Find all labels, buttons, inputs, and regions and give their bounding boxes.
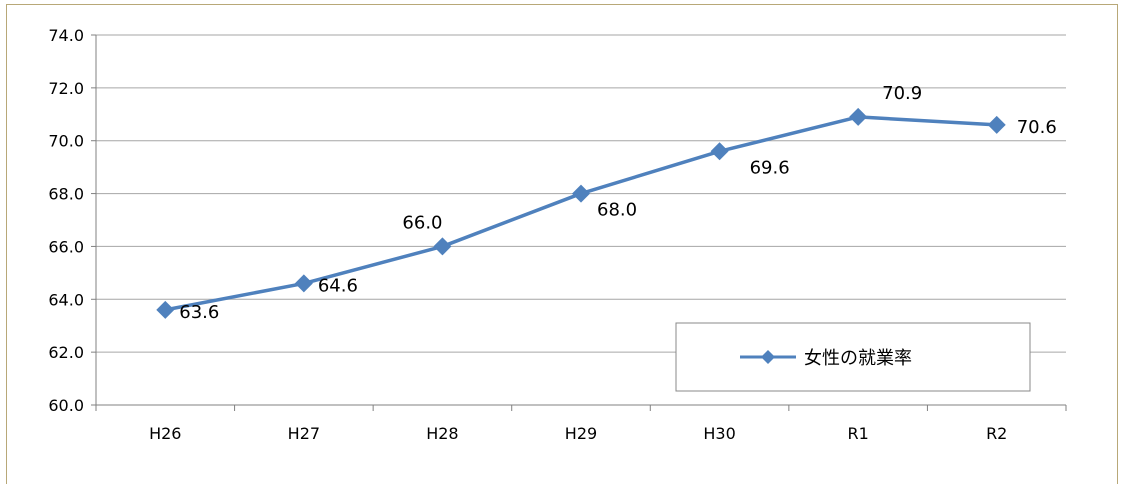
data-point [987,115,1006,134]
y-tick-label: 60.0 [48,396,84,415]
data-point [572,184,590,203]
x-tick-label: H29 [565,424,597,443]
x-tick-label: R1 [847,424,868,443]
data-point [433,237,452,256]
data-label: 66.0 [402,212,442,233]
series-points [156,107,1006,319]
legend-box [675,322,1031,392]
data-label: 64.6 [318,275,358,296]
data-label: 70.6 [1017,117,1057,138]
x-tick-label: H26 [149,424,181,443]
data-label: 68.0 [597,200,637,221]
legend-marker [761,350,775,364]
y-tick-label: 64.0 [48,290,84,309]
y-tick-label: 68.0 [48,185,84,204]
data-label: 70.9 [882,83,922,104]
series-line-path [164,115,997,312]
chart-frame [6,4,1118,484]
data-point [156,300,175,319]
y-tick-label: 62.0 [48,343,84,362]
data-labels: 63.6 64.6 66.0 68.0 69.6 70.9 70.6 [179,83,1057,323]
y-tick-labels: 60.0 62.0 64.0 66.0 68.0 70.0 72.0 74.0 [48,26,84,415]
x-tick-label: H28 [426,424,458,443]
x-tick-label: H27 [288,424,320,443]
x-tick-label: H30 [703,424,735,443]
series-line [164,115,997,312]
x-tick-labels: H26 H27 H28 H29 H30 R1 R2 [149,424,1007,443]
legend-label: 女性の就業率 [804,348,912,369]
gridlines [96,34,1066,353]
y-tick-label: 66.0 [48,237,84,256]
axes [91,34,1067,411]
data-point [849,107,868,126]
y-tick-label: 74.0 [48,26,84,45]
data-point [710,142,729,161]
data-point [294,274,313,293]
x-tick-label: R2 [986,424,1007,443]
legend: 女性の就業率 [675,322,1031,392]
data-label: 63.6 [179,302,219,323]
y-tick-label: 72.0 [48,79,84,98]
y-tick-label: 70.0 [48,132,84,151]
data-label: 69.6 [750,157,790,178]
